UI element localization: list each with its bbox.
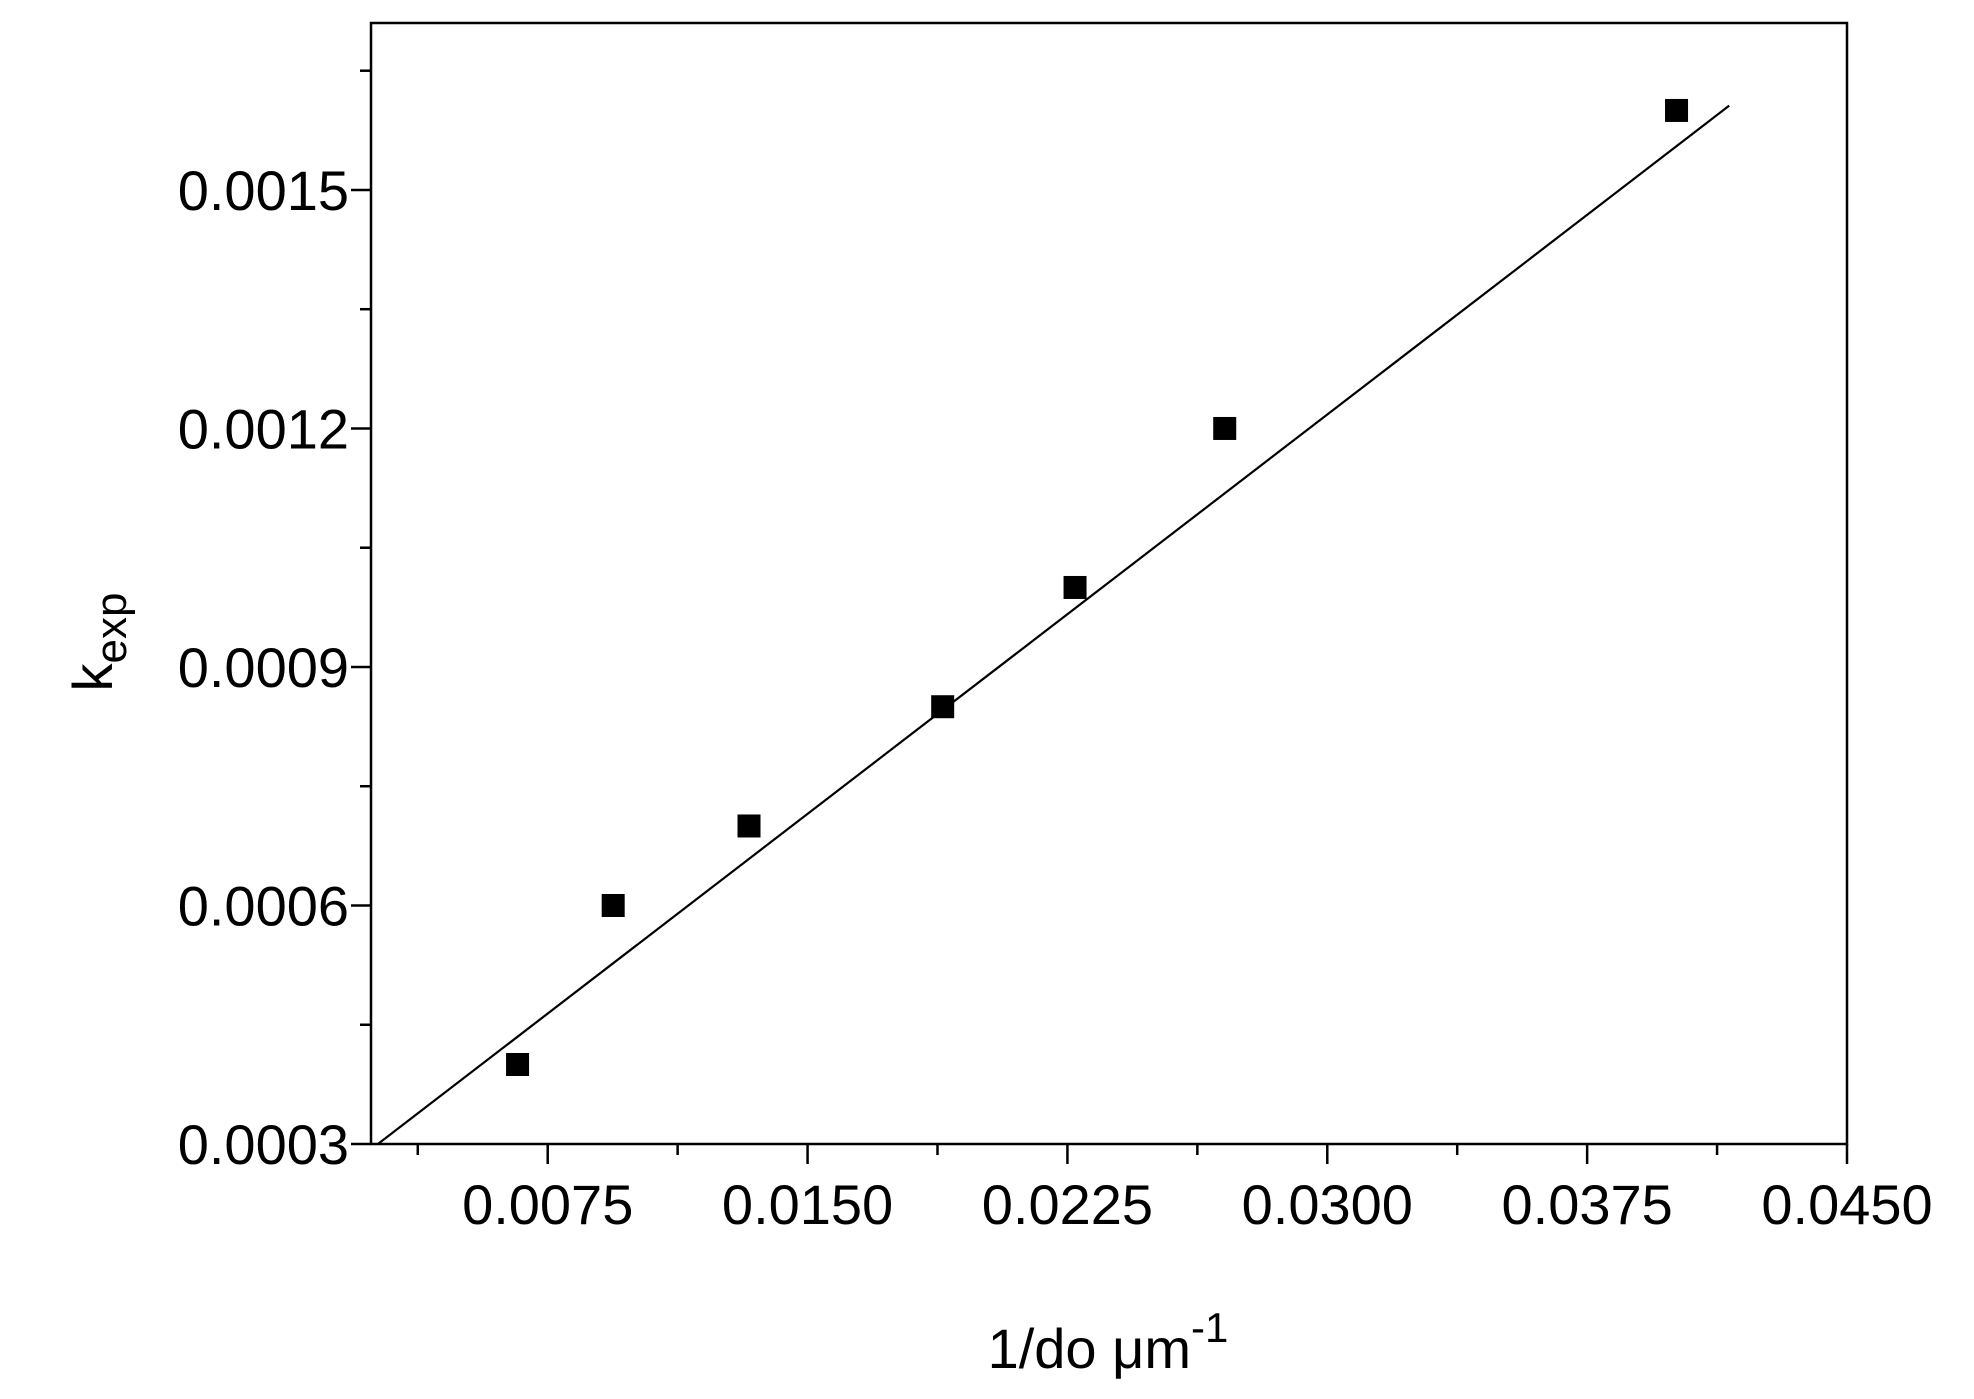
marker (931, 695, 955, 719)
y-tick-label: 0.0003 (178, 1113, 349, 1176)
marker (737, 814, 761, 838)
x-tick-label: 0.0450 (1761, 1173, 1932, 1236)
y-axis-label: kexp (61, 593, 136, 692)
y-axis-label-sub: exp (87, 593, 136, 664)
x-tick-label: 0.0300 (1242, 1173, 1413, 1236)
marker (601, 893, 625, 917)
y-axis-label-main: k (61, 662, 124, 691)
marker (1213, 416, 1237, 440)
x-axis-label-sup: -1 (1191, 1304, 1228, 1351)
x-tick-label: 0.0150 (722, 1173, 893, 1236)
marker (1063, 575, 1087, 599)
x-tick-label: 0.0075 (462, 1173, 633, 1236)
x-tick-label: 0.0375 (1502, 1173, 1673, 1236)
y-tick-label: 0.0012 (178, 397, 349, 460)
y-tick-label: 0.0009 (178, 636, 349, 699)
y-tick-label: 0.0006 (178, 874, 349, 937)
plot-frame (369, 21, 1849, 1146)
fit-line (377, 104, 1730, 1145)
x-axis-label: 1/do μm-1 (988, 1304, 1229, 1380)
marker (506, 1052, 530, 1076)
x-axis-label-main: 1/do μm (988, 1317, 1191, 1380)
marker (1665, 98, 1689, 122)
y-tick-label: 0.0015 (178, 159, 349, 222)
x-tick-label: 0.0225 (982, 1173, 1153, 1236)
